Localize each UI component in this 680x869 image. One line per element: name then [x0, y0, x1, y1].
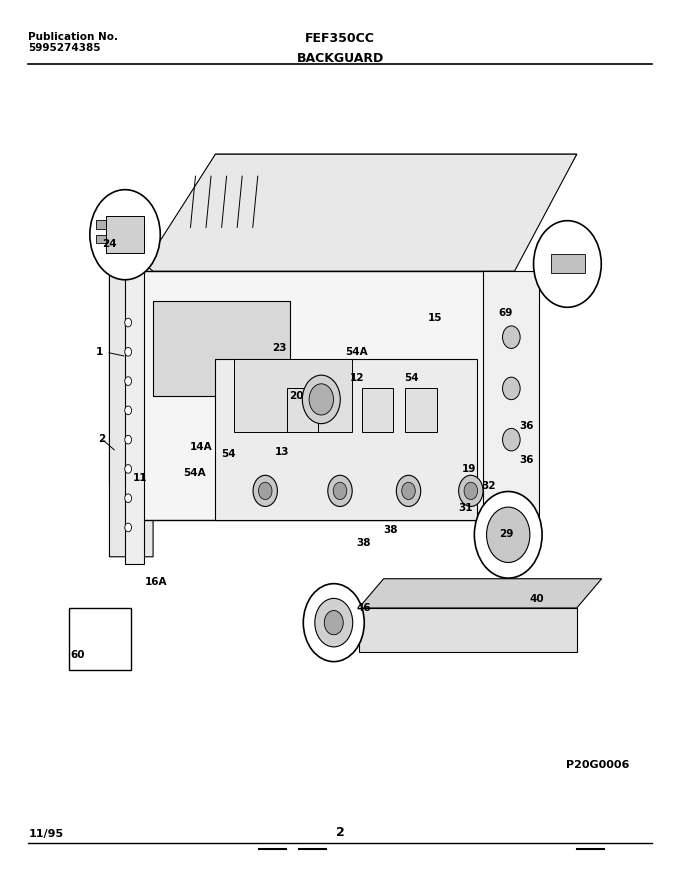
- Text: 15: 15: [428, 313, 442, 322]
- Text: 2: 2: [336, 826, 344, 839]
- Circle shape: [328, 475, 352, 507]
- Circle shape: [503, 377, 520, 400]
- Text: Publication No.: Publication No.: [29, 31, 118, 42]
- Circle shape: [124, 494, 131, 502]
- Text: 69: 69: [498, 308, 513, 318]
- FancyBboxPatch shape: [405, 388, 437, 433]
- Circle shape: [309, 384, 333, 415]
- Text: 1: 1: [96, 348, 103, 357]
- Text: 29: 29: [498, 529, 513, 539]
- Text: 24: 24: [103, 239, 117, 249]
- Circle shape: [124, 465, 131, 474]
- Text: 54A: 54A: [345, 348, 369, 357]
- Polygon shape: [141, 154, 577, 271]
- Circle shape: [396, 475, 421, 507]
- Circle shape: [124, 523, 131, 532]
- Text: 23: 23: [272, 343, 286, 353]
- Circle shape: [124, 318, 131, 327]
- Circle shape: [124, 377, 131, 386]
- FancyBboxPatch shape: [287, 388, 318, 433]
- Text: 38: 38: [384, 525, 398, 534]
- Text: 20: 20: [289, 390, 303, 401]
- Circle shape: [303, 375, 340, 424]
- Circle shape: [534, 221, 601, 308]
- Circle shape: [324, 611, 343, 634]
- Text: 46: 46: [356, 603, 371, 613]
- Polygon shape: [165, 154, 577, 256]
- FancyBboxPatch shape: [106, 216, 143, 253]
- Polygon shape: [125, 271, 143, 564]
- Text: 11: 11: [133, 473, 148, 483]
- Polygon shape: [153, 301, 290, 395]
- Text: 13: 13: [275, 447, 290, 457]
- Circle shape: [333, 482, 347, 500]
- Circle shape: [253, 475, 277, 507]
- Text: 14A: 14A: [190, 442, 212, 453]
- Circle shape: [458, 475, 483, 507]
- Text: 12: 12: [350, 373, 364, 383]
- Circle shape: [124, 348, 131, 356]
- Text: 36: 36: [519, 421, 534, 431]
- Polygon shape: [483, 271, 539, 521]
- Text: 40: 40: [529, 594, 544, 604]
- Text: 31: 31: [458, 503, 473, 513]
- Circle shape: [124, 435, 131, 444]
- Polygon shape: [109, 235, 141, 521]
- Circle shape: [90, 189, 160, 280]
- Circle shape: [503, 326, 520, 348]
- Text: 2: 2: [98, 434, 105, 444]
- Circle shape: [503, 428, 520, 451]
- FancyBboxPatch shape: [96, 220, 106, 229]
- Circle shape: [303, 584, 364, 661]
- Polygon shape: [358, 579, 602, 608]
- FancyBboxPatch shape: [551, 255, 585, 273]
- Circle shape: [124, 406, 131, 415]
- Circle shape: [258, 482, 272, 500]
- Text: BACKGUARD: BACKGUARD: [296, 51, 384, 64]
- Polygon shape: [216, 359, 477, 521]
- FancyBboxPatch shape: [362, 388, 393, 433]
- Circle shape: [464, 482, 477, 500]
- Text: FEF350CC: FEF350CC: [305, 31, 375, 44]
- Text: 16A: 16A: [145, 577, 167, 587]
- Polygon shape: [358, 608, 577, 652]
- FancyBboxPatch shape: [69, 608, 131, 670]
- Circle shape: [475, 492, 542, 578]
- Polygon shape: [234, 359, 352, 433]
- Text: 54: 54: [404, 373, 418, 383]
- FancyBboxPatch shape: [96, 235, 106, 243]
- Text: 54: 54: [221, 449, 235, 460]
- Text: 38: 38: [356, 538, 371, 547]
- Text: 11/95: 11/95: [29, 829, 64, 839]
- Text: 5995274385: 5995274385: [29, 43, 101, 53]
- Text: 32: 32: [481, 481, 496, 492]
- Text: 19: 19: [462, 464, 476, 474]
- Text: 54A: 54A: [183, 468, 206, 479]
- Text: P20G0006: P20G0006: [566, 760, 629, 771]
- Circle shape: [315, 599, 353, 647]
- Polygon shape: [141, 271, 515, 521]
- Text: 60: 60: [70, 650, 84, 660]
- Text: 36: 36: [519, 455, 534, 466]
- Polygon shape: [109, 235, 153, 557]
- Circle shape: [402, 482, 415, 500]
- Circle shape: [487, 507, 530, 562]
